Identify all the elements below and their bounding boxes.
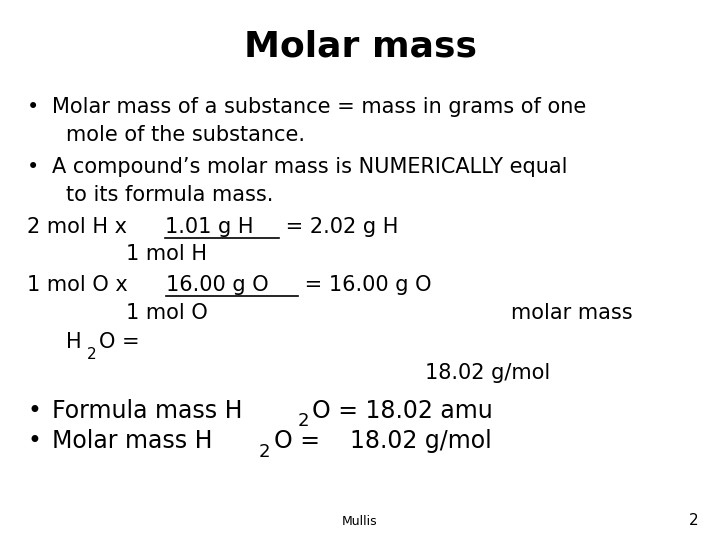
Text: •: •: [27, 399, 41, 422]
Text: Molar mass of a substance = mass in grams of one: Molar mass of a substance = mass in gram…: [52, 97, 586, 117]
Text: molar mass: molar mass: [511, 303, 633, 323]
Text: H: H: [66, 332, 82, 352]
Text: •: •: [27, 97, 40, 117]
Text: Mullis: Mullis: [342, 515, 378, 528]
Text: 1.01 g H: 1.01 g H: [165, 217, 253, 237]
Text: O = 18.02 amu: O = 18.02 amu: [312, 399, 493, 422]
Text: mole of the substance.: mole of the substance.: [66, 125, 305, 145]
Text: O =    18.02 g/mol: O = 18.02 g/mol: [274, 429, 492, 453]
Text: O =: O =: [99, 332, 140, 352]
Text: 2: 2: [297, 412, 309, 430]
Text: 2 mol H x: 2 mol H x: [27, 217, 134, 237]
Text: Molar mass: Molar mass: [243, 30, 477, 64]
Text: = 2.02 g H: = 2.02 g H: [279, 217, 398, 237]
Text: to its formula mass.: to its formula mass.: [66, 185, 274, 205]
Text: 2: 2: [689, 513, 698, 528]
Text: 16.00 g O: 16.00 g O: [166, 275, 269, 295]
Text: 1 mol O x: 1 mol O x: [27, 275, 135, 295]
Text: A compound’s molar mass is NUMERICALLY equal: A compound’s molar mass is NUMERICALLY e…: [52, 157, 567, 177]
Text: 1 mol O: 1 mol O: [126, 303, 208, 323]
Text: = 16.00 g O: = 16.00 g O: [298, 275, 432, 295]
Text: 1 mol H: 1 mol H: [126, 244, 207, 264]
Text: 2: 2: [259, 443, 271, 461]
Text: •: •: [27, 429, 41, 453]
Text: •: •: [27, 157, 40, 177]
Text: 2: 2: [86, 347, 96, 362]
Text: 18.02 g/mol: 18.02 g/mol: [425, 363, 550, 383]
Text: Molar mass H: Molar mass H: [52, 429, 212, 453]
Text: Formula mass H: Formula mass H: [52, 399, 243, 422]
